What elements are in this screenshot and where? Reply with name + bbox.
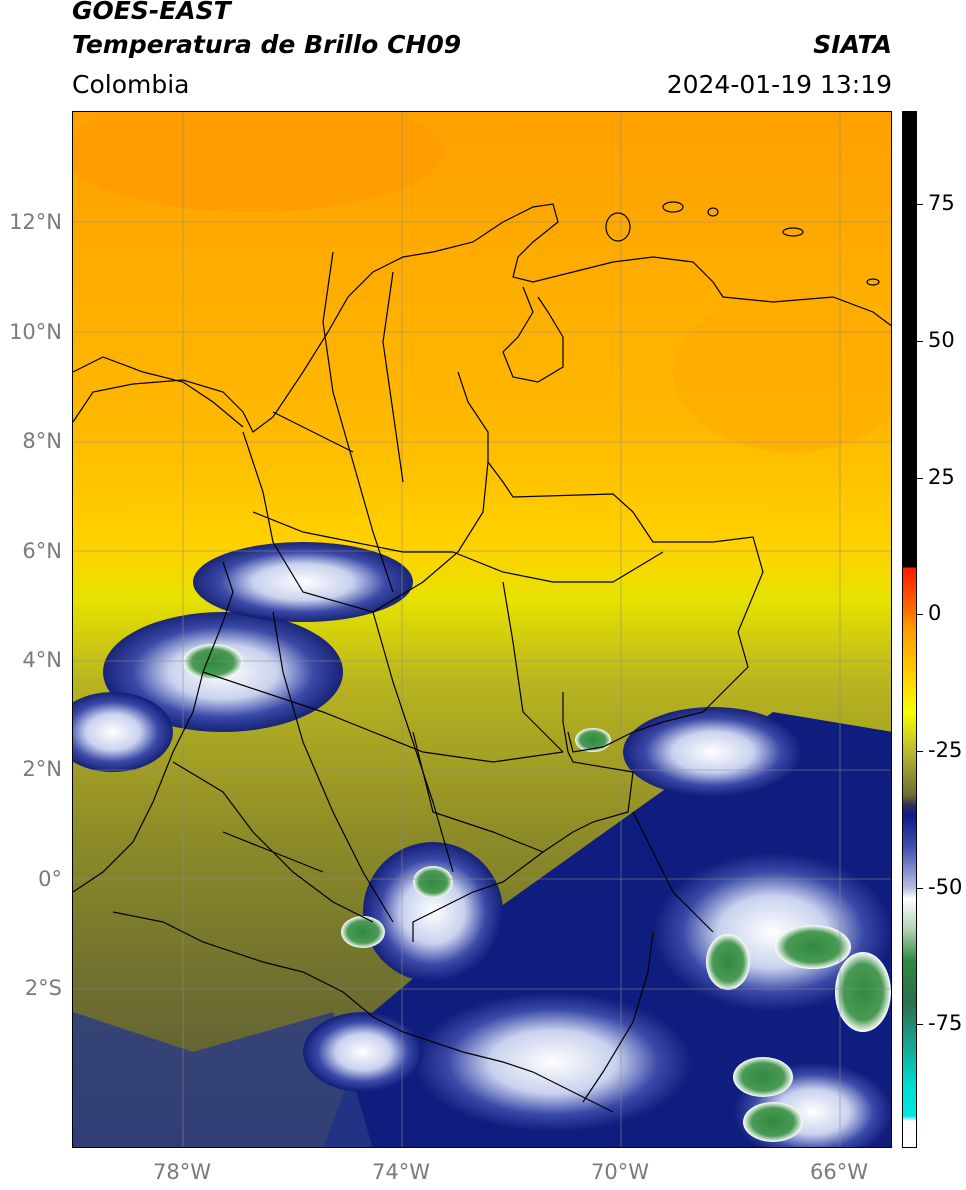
colorbar-tick	[917, 1024, 923, 1025]
colorbar-label: 0	[928, 601, 942, 625]
map-canvas	[73, 112, 891, 1147]
colorbar-label: -75	[928, 1011, 963, 1035]
colorbar-tick	[917, 341, 923, 342]
product-title: Temperatura de Brillo CH09	[72, 30, 462, 59]
colorbar-label: 75	[928, 191, 955, 215]
borders	[73, 201, 891, 1113]
colorbar	[902, 111, 917, 1148]
lat-label: 10°N	[9, 320, 62, 344]
graticule	[73, 112, 891, 1147]
agency-label: SIATA	[813, 30, 892, 59]
lon-label: 70°W	[591, 1160, 649, 1184]
colorbar-label: 25	[928, 465, 955, 489]
lat-label: 4°N	[22, 648, 62, 672]
colorbar-tick	[917, 888, 923, 889]
colorbar-tick	[917, 478, 923, 479]
colorbar-tick	[917, 204, 923, 205]
lat-label: 0°	[38, 867, 62, 891]
colorbar-tick	[917, 614, 923, 615]
region-label: Colombia	[72, 70, 190, 99]
satellite-map[interactable]	[72, 111, 892, 1148]
lat-label: 12°N	[9, 210, 62, 234]
colorbar-label: -25	[928, 738, 963, 762]
colorbar-tick	[917, 751, 923, 752]
datetime-label: 2024-01-19 13:19	[666, 70, 892, 99]
colorbar-label: 50	[928, 328, 955, 352]
lat-label: 2°N	[22, 757, 62, 781]
colorbar-label: -50	[928, 875, 963, 899]
lat-label: 2°S	[24, 976, 62, 1000]
satellite-title: GOES-EAST	[72, 0, 231, 25]
lat-label: 6°N	[22, 539, 62, 563]
lon-label: 78°W	[153, 1160, 211, 1184]
lon-label: 66°W	[810, 1160, 868, 1184]
lat-label: 8°N	[22, 429, 62, 453]
lon-label: 74°W	[372, 1160, 430, 1184]
